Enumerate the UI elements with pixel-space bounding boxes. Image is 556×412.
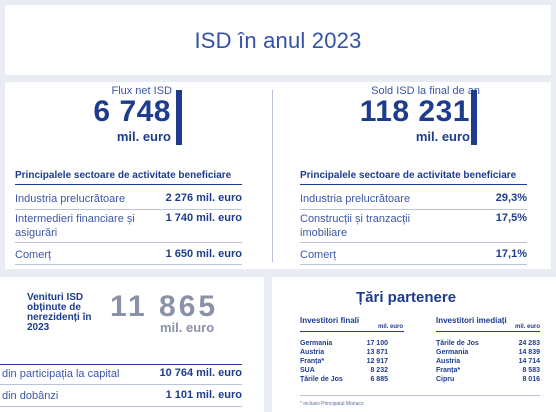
immediate-row-1-value: 24 283 <box>518 340 540 347</box>
final-row-2-value: 13 871 <box>366 349 388 356</box>
left-sector-value-1: 2 276 mil. euro <box>165 192 242 204</box>
partners-panel <box>272 277 556 412</box>
immediate-row-2-country: Germania <box>436 349 469 356</box>
final-row-3-country: Franța* <box>300 358 325 365</box>
revenues-panel <box>0 277 264 412</box>
left-sector-rule-3 <box>15 264 242 265</box>
left-sector-label-1: Industria prelucrătoare <box>15 193 126 205</box>
right-sector-value-2: 17,5% <box>495 212 527 224</box>
immediate-row-4-country: Franța* <box>436 367 461 374</box>
right-sector-value-3: 17,1% <box>495 248 527 260</box>
final-row-3-value: 12 917 <box>366 358 388 365</box>
immediate-row-4-value: 8 583 <box>522 367 540 374</box>
immediate-row-3-country: Austria <box>436 358 461 365</box>
sold-isd-value: 118 231 <box>359 95 470 128</box>
sold-isd-unit: mil. euro <box>415 129 470 144</box>
flux-net-bar <box>176 90 182 145</box>
partners-title: Țări partenere <box>356 289 457 306</box>
right-sector-label-1: Industria prelucrătoare <box>300 193 411 205</box>
final-row-4-value: 8 232 <box>370 367 388 374</box>
revenues-rule-bottom <box>0 406 242 407</box>
final-row-1-value: 17 100 <box>366 340 388 347</box>
immediate-row-5-value: 8 016 <box>522 376 540 383</box>
partners-footnote-rule <box>300 395 540 396</box>
revenues-unit: mil. euro <box>160 320 215 335</box>
left-sectors-underline <box>15 184 242 185</box>
final-investors-rule <box>300 331 404 332</box>
final-investors-unit: mil. euro <box>377 324 403 330</box>
immediate-row-2-value: 14 839 <box>518 349 540 356</box>
immediate-investors-unit: mil. euro <box>514 324 540 330</box>
left-sectors-title: Principalele sectoare de activitate bene… <box>15 170 232 181</box>
flux-net-label: Flux net ISD <box>111 85 172 97</box>
final-row-4-country: SUA <box>300 367 315 374</box>
revenues-label: Venituri ISD obținute de nerezidenți în … <box>27 292 92 333</box>
upper-panel <box>5 82 551 269</box>
revenues-rule-mid <box>0 384 242 385</box>
column-separator <box>272 90 273 262</box>
final-row-5-value: 6 885 <box>370 376 388 383</box>
revenues-interest-value: 1 101 mil. euro <box>165 389 242 401</box>
revenues-rule-top <box>0 364 242 365</box>
immediate-row-1-country: Țările de Jos <box>436 340 479 347</box>
right-sector-label-3: Comerț <box>300 249 337 261</box>
revenues-capital-value: 10 764 mil. euro <box>159 367 242 379</box>
left-sector-rule-1 <box>15 209 242 210</box>
page-title: ISD în anul 2023 <box>194 28 362 53</box>
left-sector-rule-2 <box>15 242 242 243</box>
revenues-capital-label: din participația la capital <box>2 368 120 380</box>
left-sector-label-3: Comerț <box>15 249 52 261</box>
revenues-interest-label: din dobânzi <box>2 390 59 402</box>
flux-net-unit: mil. euro <box>116 129 171 144</box>
right-sector-label-2: Construcții și tranzacții imobiliare <box>300 213 411 239</box>
partners-footnote: * inclusiv Principatul Monaco <box>300 401 364 407</box>
right-sectors-underline <box>300 184 527 185</box>
revenues-value: 11 865 <box>110 290 219 323</box>
sold-isd-bar <box>471 90 477 145</box>
final-row-1-country: Germania <box>300 340 333 347</box>
right-sector-value-1: 29,3% <box>495 192 527 204</box>
flux-net-value: 6 748 <box>93 95 171 128</box>
immediate-row-5-country: Cipru <box>436 376 455 383</box>
left-sector-value-2: 1 740 mil. euro <box>165 212 242 224</box>
immediate-investors-header: Investitori imediați <box>436 316 507 325</box>
right-sector-rule-3 <box>300 264 527 265</box>
immediate-row-3-value: 14 714 <box>518 358 540 365</box>
right-sector-rule-1 <box>300 209 527 210</box>
final-investors-header: Investitori finali <box>300 316 360 325</box>
final-row-5-country: Țările de Jos <box>300 376 343 383</box>
sold-isd-label: Sold ISD la final de an <box>371 85 480 97</box>
left-sector-label-2: Intermedieri financiare și asigurări <box>15 213 135 239</box>
right-sector-rule-2 <box>300 242 527 243</box>
left-sector-value-3: 1 650 mil. euro <box>165 248 242 260</box>
right-sectors-title: Principalele sectoare de activitate bene… <box>300 170 517 181</box>
final-row-2-country: Austria <box>300 349 325 356</box>
title-band <box>5 5 551 75</box>
immediate-investors-rule <box>436 331 540 332</box>
